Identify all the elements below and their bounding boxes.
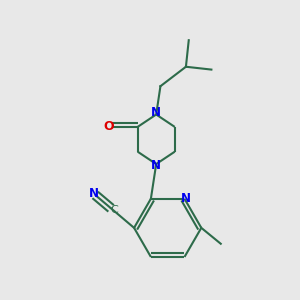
Text: C: C bbox=[111, 205, 119, 215]
Text: N: N bbox=[181, 192, 191, 205]
Text: O: O bbox=[103, 120, 114, 133]
Text: N: N bbox=[151, 159, 161, 172]
Text: N: N bbox=[88, 187, 98, 200]
Text: N: N bbox=[151, 106, 161, 119]
